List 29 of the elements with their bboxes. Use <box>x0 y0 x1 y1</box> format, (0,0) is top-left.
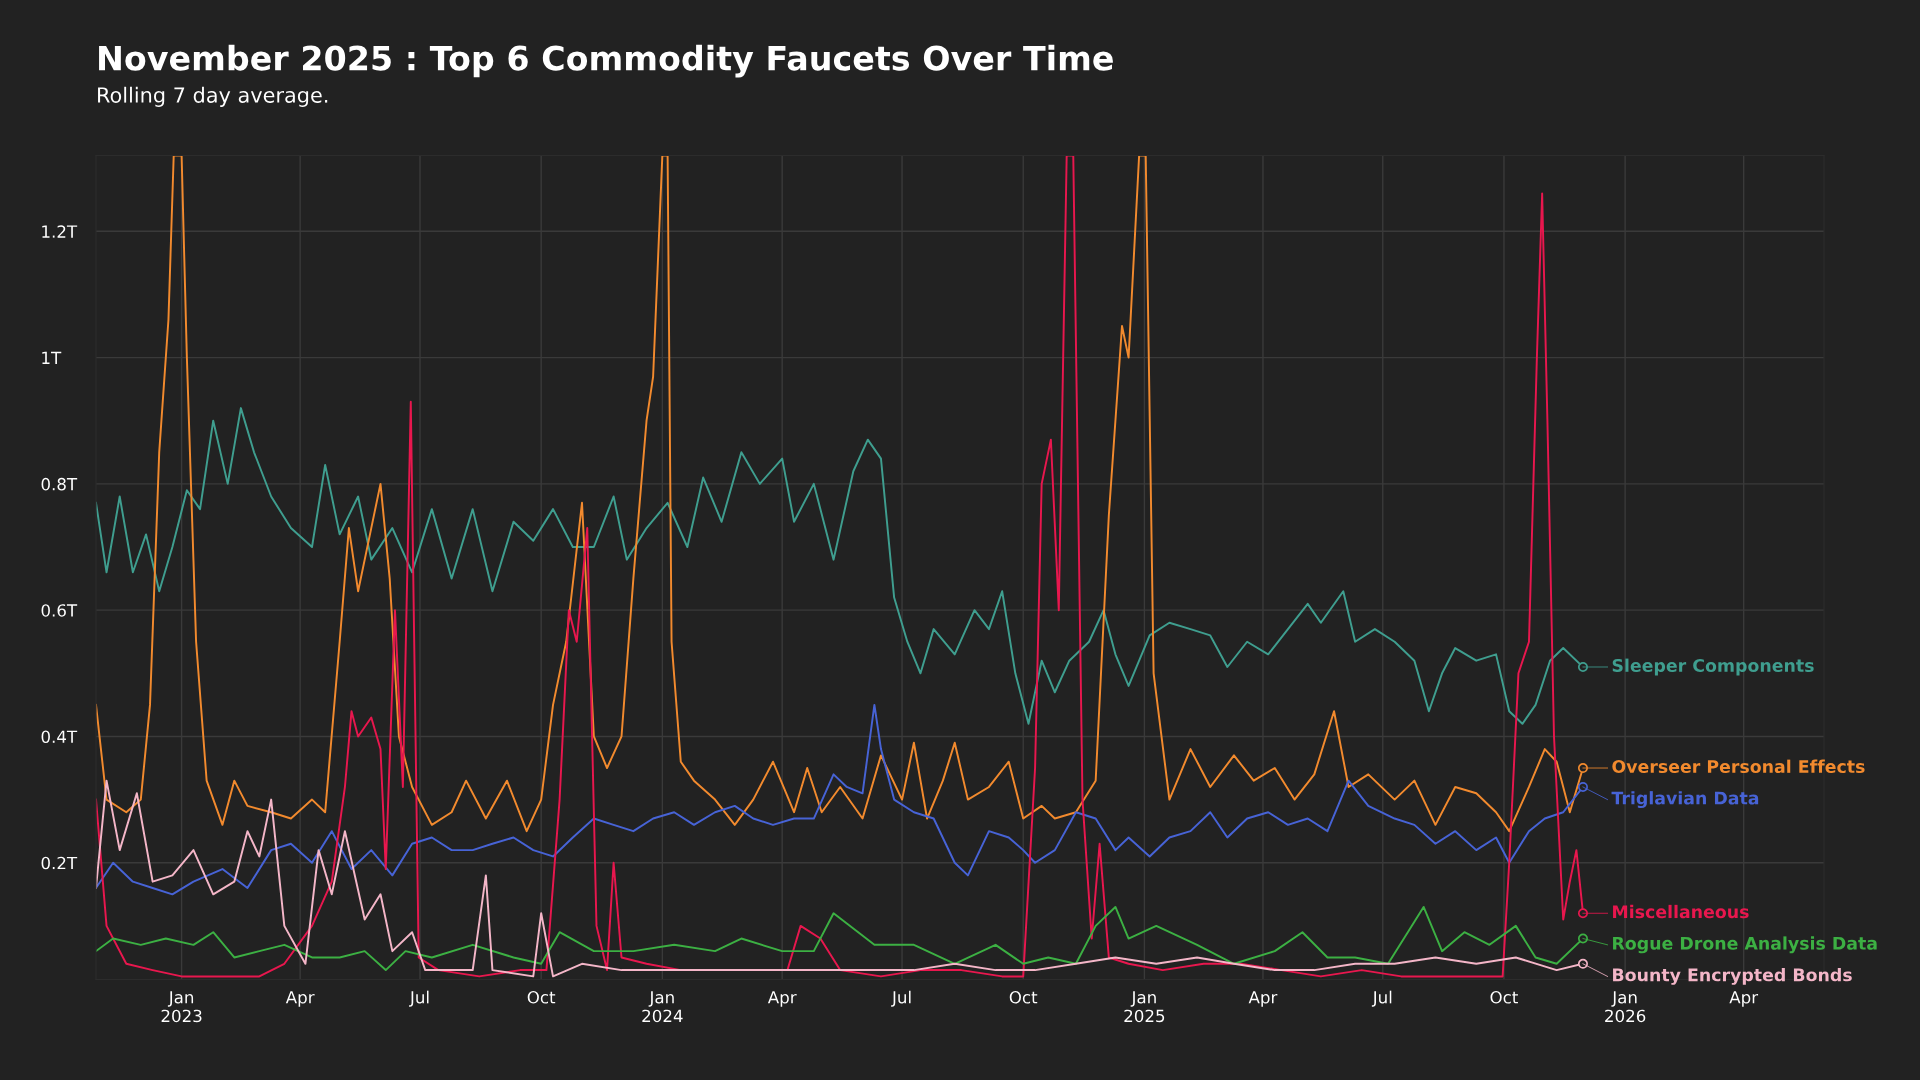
y-tick-label: 0.8T <box>41 477 78 491</box>
legend-label: Triglavian Data <box>1611 791 1759 809</box>
x-tick-label: Apr <box>1248 991 1278 1007</box>
x-tick-label: Jul <box>891 990 911 1007</box>
x-tick-label: Jan 2023 <box>161 991 202 1023</box>
y-tick-label: 1T <box>42 351 62 364</box>
y-tick-label: 0.4T <box>41 730 78 744</box>
y-tick-label: 0.2T <box>41 856 78 870</box>
x-tick-label: Jan 2026 <box>1605 991 1646 1023</box>
y-tick-label: 0.6T <box>41 604 78 617</box>
x-tick-label: Apr <box>1729 991 1759 1007</box>
y-tick-label: 1.2T <box>42 225 78 238</box>
legend-label: Rogue Drone Analysis Data <box>1613 936 1877 954</box>
chart-subtitle: Rolling 7 day average. <box>98 86 328 107</box>
x-tick-label: Oct <box>1009 990 1038 1004</box>
x-tick-label: Apr <box>285 991 315 1007</box>
x-tick-label: Jan 2025 <box>1124 991 1165 1023</box>
x-tick-label: Jan 2024 <box>642 991 683 1023</box>
x-tick-label: Apr <box>767 991 797 1007</box>
legend-label: Miscellaneous <box>1613 904 1749 919</box>
x-tick-label: Oct <box>527 990 556 1004</box>
x-tick-label: Oct <box>1490 990 1518 1004</box>
point <box>1577 908 1588 919</box>
legend-label: Bounty Encrypted Bonds <box>1613 967 1852 985</box>
chart-title: November 2025 : Top 6 Commodity Faucets Over Time <box>99 44 1113 78</box>
x-tick-label: Jul <box>1371 990 1392 1007</box>
legend-label: Overseer Personal Effects <box>1612 759 1865 774</box>
x-tick-label: Jul <box>409 990 429 1007</box>
legend-label: Sleeper Components <box>1612 658 1814 676</box>
